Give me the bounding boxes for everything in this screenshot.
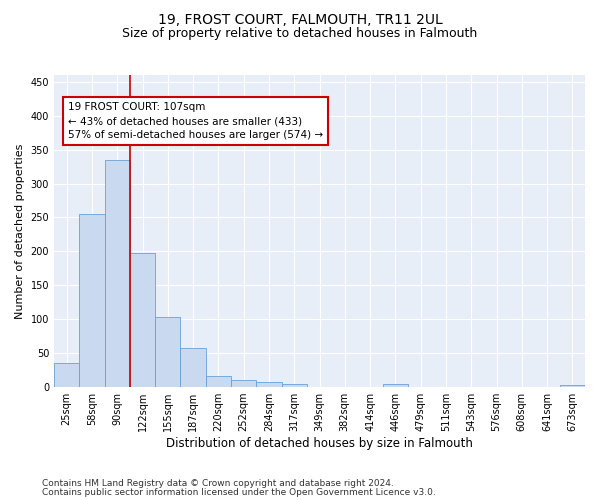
Bar: [54, 364, 79, 387]
Bar: [79, 214, 104, 387]
Bar: [104, 160, 130, 387]
Bar: [231, 380, 256, 387]
Bar: [383, 384, 408, 387]
X-axis label: Distribution of detached houses by size in Falmouth: Distribution of detached houses by size …: [166, 437, 473, 450]
Text: Contains HM Land Registry data © Crown copyright and database right 2024.: Contains HM Land Registry data © Crown c…: [42, 478, 394, 488]
Bar: [181, 348, 206, 387]
Text: Size of property relative to detached houses in Falmouth: Size of property relative to detached ho…: [122, 28, 478, 40]
Bar: [155, 317, 181, 387]
Bar: [560, 385, 585, 387]
Y-axis label: Number of detached properties: Number of detached properties: [15, 144, 25, 318]
Bar: [206, 376, 231, 387]
Bar: [256, 382, 281, 387]
Text: 19, FROST COURT, FALMOUTH, TR11 2UL: 19, FROST COURT, FALMOUTH, TR11 2UL: [158, 12, 442, 26]
Text: 19 FROST COURT: 107sqm
← 43% of detached houses are smaller (433)
57% of semi-de: 19 FROST COURT: 107sqm ← 43% of detached…: [68, 102, 323, 140]
Bar: [281, 384, 307, 387]
Text: Contains public sector information licensed under the Open Government Licence v3: Contains public sector information licen…: [42, 488, 436, 497]
Bar: [130, 254, 155, 387]
